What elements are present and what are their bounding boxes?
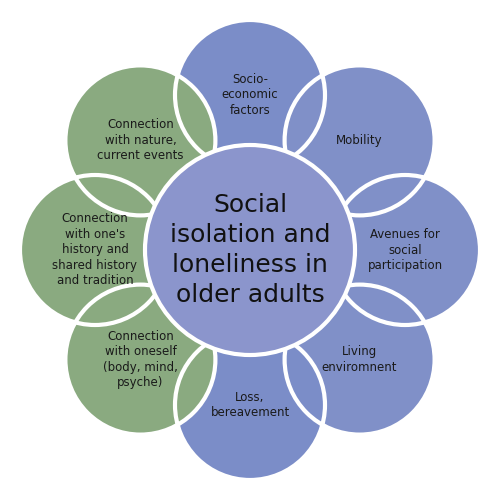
Text: Social
isolation and
loneliness in
older adults: Social isolation and loneliness in older… (170, 194, 330, 306)
Text: Connection
with one's
history and
shared history
and tradition: Connection with one's history and shared… (52, 212, 138, 288)
Text: Avenues for
social
participation: Avenues for social participation (368, 228, 442, 272)
Text: Living
enviromnent: Living enviromnent (322, 346, 398, 374)
Circle shape (175, 20, 325, 170)
Circle shape (20, 175, 170, 325)
Circle shape (284, 284, 434, 434)
Circle shape (66, 284, 216, 434)
Text: Loss,
bereavement: Loss, bereavement (210, 391, 290, 419)
Circle shape (66, 66, 216, 216)
Circle shape (284, 66, 434, 216)
Text: Mobility: Mobility (336, 134, 383, 147)
Text: Socio-
economic
factors: Socio- economic factors (222, 73, 278, 117)
Text: Connection
with nature,
current events: Connection with nature, current events (97, 118, 184, 162)
Text: Connection
with oneself
(body, mind,
psyche): Connection with oneself (body, mind, psy… (103, 330, 178, 390)
Circle shape (330, 175, 480, 325)
Circle shape (145, 145, 355, 355)
Circle shape (175, 330, 325, 480)
